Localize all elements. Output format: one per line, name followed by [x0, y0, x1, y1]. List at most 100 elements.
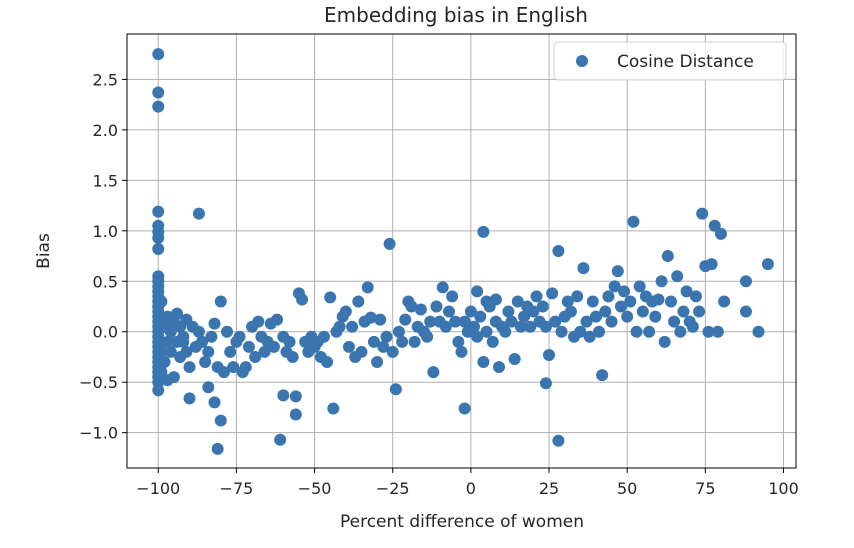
data-point — [340, 306, 352, 318]
data-point — [390, 383, 402, 395]
data-point — [671, 270, 683, 282]
data-point — [152, 232, 164, 244]
data-point — [552, 245, 564, 257]
data-point — [284, 336, 296, 348]
data-point — [456, 346, 468, 358]
data-point — [152, 206, 164, 218]
data-point — [352, 295, 364, 307]
data-point — [631, 326, 643, 338]
plot-frame — [127, 34, 796, 468]
data-point — [652, 293, 664, 305]
data-point — [634, 280, 646, 292]
data-point — [659, 336, 671, 348]
x-tick-label: −100 — [136, 479, 180, 498]
data-point — [571, 290, 583, 302]
y-tick-label: 2.0 — [93, 121, 118, 140]
data-point — [740, 306, 752, 318]
data-point — [715, 228, 727, 240]
data-point — [596, 369, 608, 381]
data-points — [152, 48, 774, 455]
data-point — [509, 353, 521, 365]
y-tick-label: 1.0 — [93, 222, 118, 241]
data-point — [318, 331, 330, 343]
data-point — [643, 326, 655, 338]
data-point — [202, 381, 214, 393]
legend: Cosine Distance — [554, 42, 786, 80]
data-point — [693, 306, 705, 318]
data-point — [587, 295, 599, 307]
data-point — [649, 311, 661, 323]
data-point — [409, 336, 421, 348]
data-point — [421, 331, 433, 343]
data-point — [540, 377, 552, 389]
x-tick-label: 75 — [695, 479, 715, 498]
data-point — [384, 238, 396, 250]
legend-marker — [576, 55, 588, 67]
x-tick-label: 0 — [466, 479, 476, 498]
data-point — [152, 384, 164, 396]
data-point — [155, 295, 167, 307]
data-point — [446, 290, 458, 302]
data-point — [618, 285, 630, 297]
data-point — [152, 101, 164, 113]
data-point — [490, 293, 502, 305]
data-point — [234, 331, 246, 343]
data-point — [243, 341, 255, 353]
data-point — [481, 326, 493, 338]
x-tick-label: 50 — [617, 479, 637, 498]
grid-lines — [127, 34, 796, 468]
data-point — [740, 275, 752, 287]
legend-label: Cosine Distance — [617, 52, 754, 72]
data-point — [224, 346, 236, 358]
data-point — [152, 48, 164, 60]
data-point — [274, 434, 286, 446]
data-point — [205, 331, 217, 343]
data-point — [487, 336, 499, 348]
data-point — [552, 435, 564, 447]
data-point — [290, 409, 302, 421]
data-point — [665, 295, 677, 307]
data-point — [612, 265, 624, 277]
data-point — [762, 258, 774, 270]
data-point — [627, 216, 639, 228]
data-point — [152, 243, 164, 255]
data-point — [159, 356, 171, 368]
data-point — [415, 304, 427, 316]
y-tick-label: 0.5 — [93, 272, 118, 291]
data-point — [252, 316, 264, 328]
data-point — [437, 281, 449, 293]
data-point — [477, 226, 489, 238]
data-point — [656, 275, 668, 287]
data-point — [184, 361, 196, 373]
data-point — [543, 349, 555, 361]
data-point — [637, 306, 649, 318]
data-point — [706, 258, 718, 270]
data-point — [696, 208, 708, 220]
data-point — [427, 366, 439, 378]
data-point — [321, 356, 333, 368]
data-point — [240, 361, 252, 373]
data-point — [362, 281, 374, 293]
data-point — [677, 306, 689, 318]
data-point — [399, 314, 411, 326]
data-point — [268, 341, 280, 353]
data-point — [668, 316, 680, 328]
data-point — [624, 295, 636, 307]
x-axis-label: Percent difference of women — [340, 512, 584, 532]
data-point — [277, 389, 289, 401]
data-point — [752, 326, 764, 338]
data-point — [209, 318, 221, 330]
data-point — [184, 392, 196, 404]
data-point — [565, 306, 577, 318]
data-point — [674, 326, 686, 338]
data-point — [202, 346, 214, 358]
x-tick-label: 25 — [539, 479, 559, 498]
data-point — [221, 326, 233, 338]
data-point — [355, 346, 367, 358]
data-point — [621, 311, 633, 323]
x-tick-label: 100 — [768, 479, 799, 498]
data-point — [577, 262, 589, 274]
y-tick-label: 1.5 — [93, 171, 118, 190]
data-point — [380, 331, 392, 343]
data-point — [343, 341, 355, 353]
